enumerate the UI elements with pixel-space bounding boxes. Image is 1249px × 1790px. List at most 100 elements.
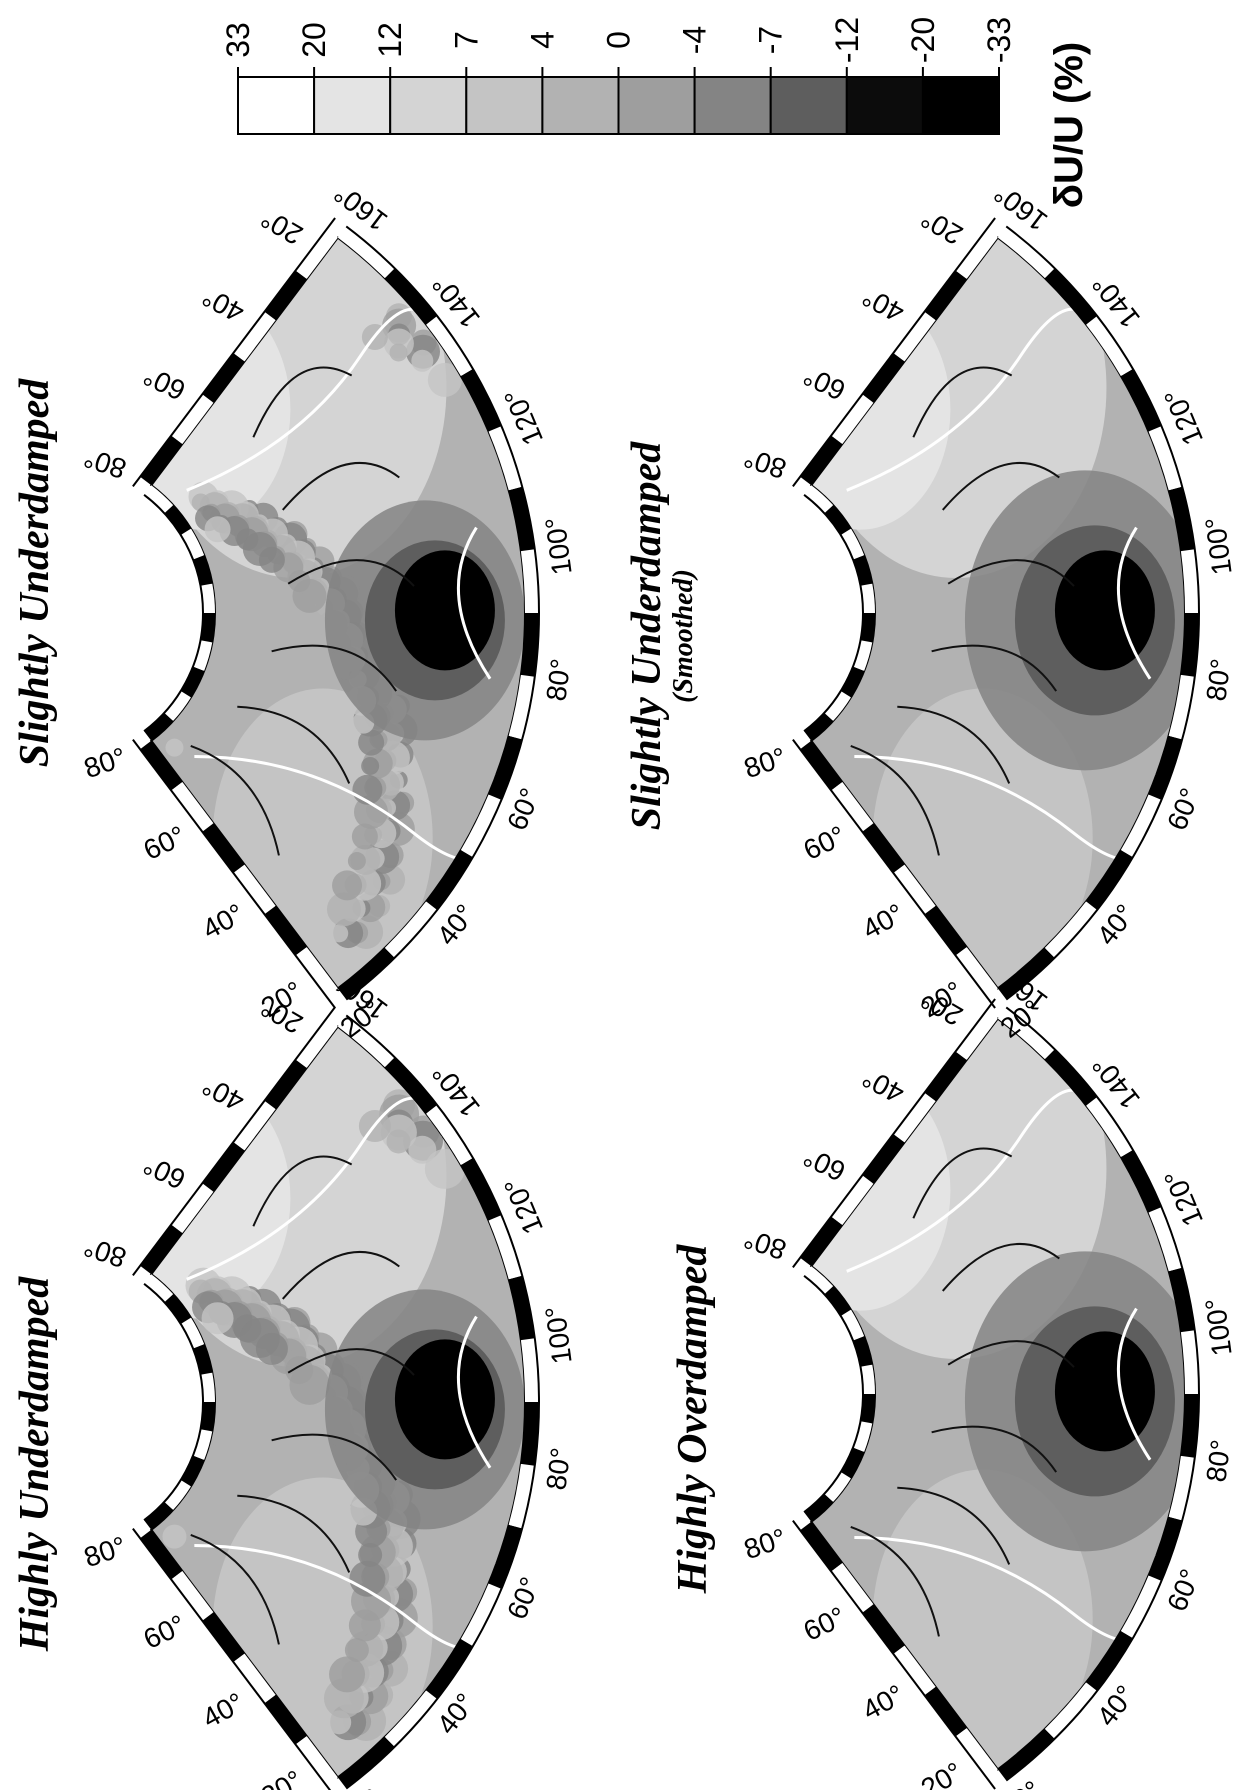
frame-band	[140, 435, 183, 486]
speckle	[330, 924, 349, 943]
plate-boundary	[1116, 1307, 1152, 1461]
latitude-label: 60°	[799, 360, 851, 406]
coastline	[897, 705, 1011, 784]
longitude-label: 60°	[1161, 784, 1206, 835]
anomaly-core	[394, 1339, 495, 1460]
speckle	[289, 1364, 330, 1405]
frame-band	[200, 612, 215, 643]
frame-band	[862, 1604, 905, 1654]
frame-band	[384, 1057, 438, 1114]
frame-band	[143, 485, 174, 514]
frame-band	[460, 368, 502, 432]
speckle	[348, 1609, 381, 1642]
frame-band	[1086, 1096, 1133, 1158]
frame-band	[202, 1612, 245, 1662]
coastline	[912, 1147, 1013, 1219]
frame-band	[143, 1501, 174, 1530]
coastline	[287, 559, 415, 587]
frame-band	[1148, 1207, 1183, 1272]
frame-band	[1148, 1516, 1183, 1581]
frame-band	[1168, 486, 1195, 552]
panel-title: Highly Underdamped	[12, 1276, 58, 1652]
frame-band	[803, 712, 834, 741]
frame-line	[792, 1520, 996, 1790]
frame-band	[384, 901, 438, 958]
frame-band	[384, 1690, 438, 1747]
frame-band	[384, 268, 438, 325]
frame-band	[295, 1018, 338, 1068]
speckle	[386, 1129, 411, 1154]
frame-band	[1086, 315, 1133, 377]
frame-band	[202, 823, 245, 873]
frame-band	[924, 905, 967, 956]
frame-band	[233, 1653, 276, 1704]
colorbar-tick-label: -4	[677, 26, 713, 54]
longitude-label: 60°	[501, 1573, 546, 1624]
frame-band	[180, 1317, 205, 1349]
coastline	[931, 1425, 1058, 1473]
frame-band	[202, 1142, 245, 1192]
frame-band	[164, 505, 191, 536]
colorbar-tick-label: 7	[448, 31, 484, 49]
longitude-label: 80°	[1200, 1438, 1236, 1484]
frame-band	[831, 1175, 874, 1225]
frame-band	[800, 435, 843, 486]
latitude-label: 20°	[916, 203, 968, 251]
speckle	[347, 852, 366, 871]
frame-band	[426, 849, 473, 911]
frame-band	[295, 947, 338, 997]
map-panel: 20°40°60°80°100°120°140°160°20°40°60°80°…	[624, 178, 1238, 1044]
coastline	[271, 1433, 398, 1481]
frame-band	[1086, 849, 1133, 911]
frame-band	[1120, 1149, 1162, 1213]
coastline	[237, 1494, 351, 1573]
panel-subtitle: (Smoothed)	[668, 569, 699, 703]
speckle	[162, 1524, 187, 1549]
latitude-label: 40°	[197, 1687, 249, 1734]
frame-band	[426, 1104, 473, 1166]
longitude-label: 80°	[540, 657, 576, 703]
frame-band	[264, 270, 307, 321]
frame-band	[295, 1736, 338, 1786]
frame-band	[924, 1686, 967, 1737]
frame-band	[800, 1216, 843, 1267]
frame-band	[192, 555, 213, 586]
frame-band	[803, 1266, 834, 1295]
frame-band	[862, 353, 905, 403]
frame-band	[192, 1429, 213, 1460]
latitude-label: 80°	[80, 1530, 130, 1573]
colorbar-tick-label: 4	[524, 31, 560, 49]
map-panel: 20°40°60°80°100°120°140°160°20°40°60°80°…	[12, 178, 578, 1044]
anomaly-core	[1054, 1331, 1155, 1452]
frame-band	[520, 549, 539, 614]
frame-line	[792, 739, 996, 1009]
frame-line	[132, 1528, 336, 1790]
plate-boundary	[456, 1315, 492, 1469]
frame-line	[1005, 225, 1200, 1001]
longitude-label: 100°	[539, 515, 577, 577]
anomaly-core	[394, 550, 495, 671]
latitude-label: 60°	[139, 360, 191, 406]
frame-band	[893, 1092, 936, 1143]
frame-band	[143, 1274, 174, 1303]
colorbar-segment	[693, 76, 772, 135]
frame-band	[200, 583, 215, 614]
colorbar-segment	[237, 76, 316, 135]
speckle	[361, 756, 380, 775]
coastline	[282, 1251, 400, 1300]
colorbar-tick-label: -33	[981, 17, 1017, 63]
latitude-label: 40°	[197, 1070, 249, 1117]
frame-band	[893, 864, 936, 915]
frame-band	[460, 1157, 502, 1221]
frame-band	[824, 1471, 851, 1502]
frame-line	[1005, 1006, 1200, 1782]
coastline	[271, 644, 398, 692]
map-field	[151, 237, 525, 989]
frame-band	[520, 612, 539, 677]
frame-band	[1120, 368, 1162, 432]
frame-band	[488, 1215, 523, 1280]
frame-band	[862, 1134, 905, 1184]
speckle	[424, 1148, 465, 1189]
longitude-label: 80°	[540, 1446, 576, 1492]
